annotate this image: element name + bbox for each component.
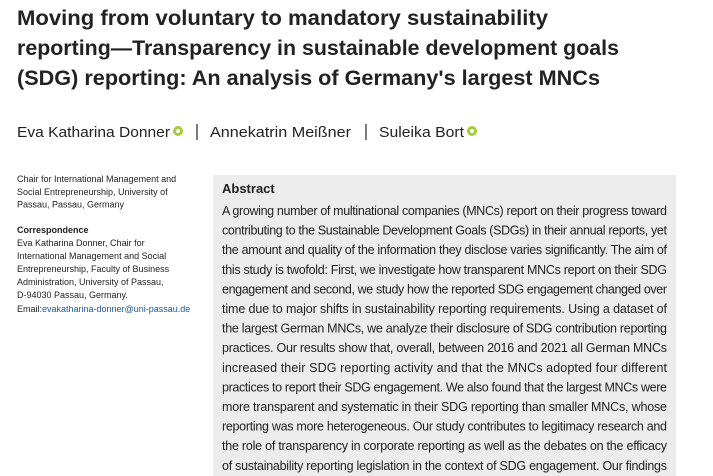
abstract-line: increased their SDG reporting activity a… (222, 361, 668, 375)
abstract-line: the largest German MNCs, we analyze thei… (222, 322, 667, 336)
affiliation-line: Passau, Passau, Germany (17, 200, 125, 210)
orcid-icon[interactable] (173, 126, 183, 136)
abstract-line: more transparent and systematic in their… (222, 400, 667, 414)
title-line: (SDG) reporting: An analysis of Germany'… (17, 67, 600, 90)
abstract-line: the role of transparency in corporate re… (222, 439, 668, 453)
affiliation-line: Chair for International Management and (17, 174, 176, 184)
title-line: Moving from voluntary to mandatory susta… (17, 7, 548, 30)
title-line: reporting—Transparency in sustainable de… (17, 37, 619, 60)
abstract-line: the amount and quality of the informatio… (222, 243, 668, 257)
correspondence-line: Entrepreneurship, Faculty of Business (17, 264, 170, 274)
correspondence-heading: Correspondence (17, 225, 89, 235)
author-name: Eva Katharina Donner (17, 124, 170, 141)
email-link[interactable]: evakatharina-donner@uni-passau.de (42, 304, 190, 314)
abstract-line: engagement and second, we study how the … (222, 282, 667, 296)
orcid-icon[interactable] (467, 126, 477, 136)
abstract-box (213, 175, 676, 476)
correspondence-line: International Management and Social (17, 251, 166, 261)
affiliation-line: Social Entrepreneurship, University of (17, 187, 168, 197)
correspondence-line: D-94030 Passau, Germany. (17, 290, 128, 300)
correspondence-line: Administration, University of Passau, (17, 277, 164, 287)
author-name: Annekatrin Meißner (210, 124, 351, 141)
abstract-heading: Abstract (222, 181, 275, 196)
abstract-line: this study is twofold: First, we investi… (222, 263, 667, 277)
author-name: Suleika Bort (379, 124, 465, 141)
abstract-line: reporting was more heterogeneous. Our st… (222, 420, 667, 434)
abstract-line: practices to report their SDG engagement… (222, 380, 667, 394)
abstract-line: practices. Our results show that, overal… (222, 341, 667, 355)
abstract-line: contributing to the Sustainable Developm… (222, 224, 668, 238)
email-label: Email: (17, 304, 42, 314)
abstract-line: of sustainability reporting legislation … (222, 459, 667, 473)
correspondence-line: Eva Katharina Donner, Chair for (17, 238, 145, 248)
abstract-line: A growing number of multinational compan… (222, 204, 667, 218)
abstract-line: time due to major shifts in sustainabili… (222, 302, 668, 316)
